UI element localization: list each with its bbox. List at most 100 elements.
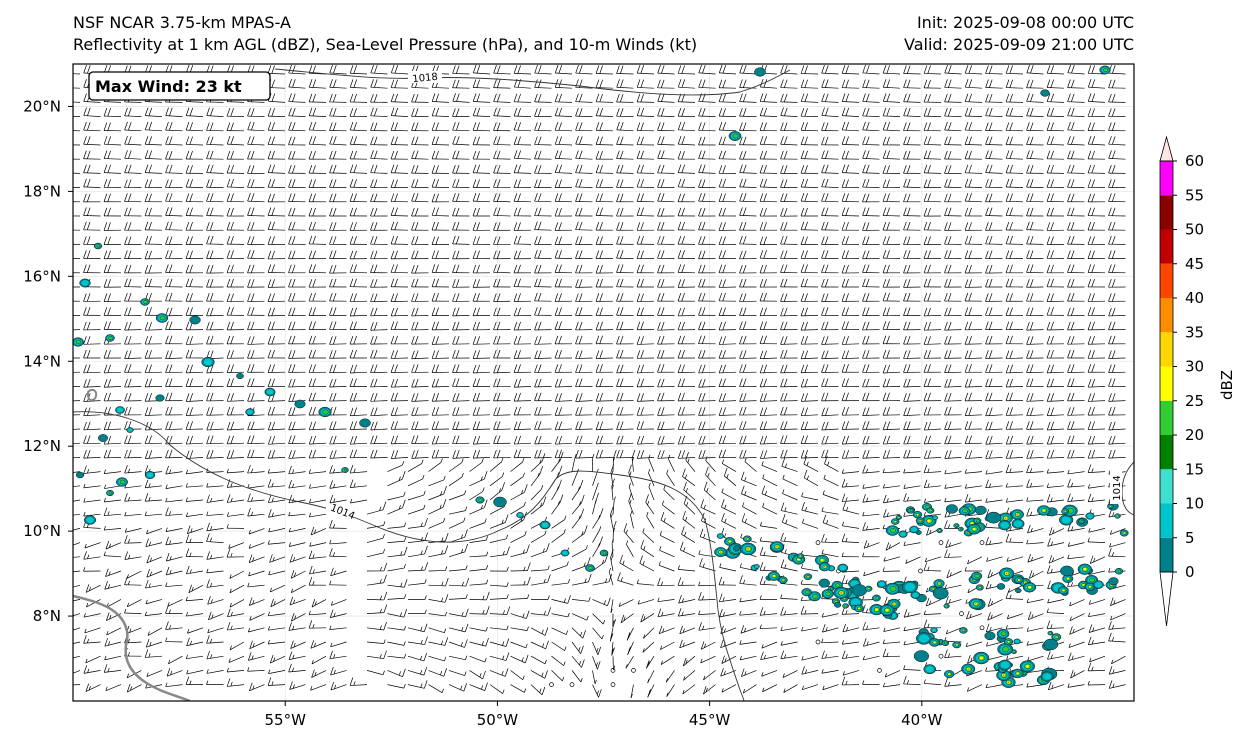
- wind-barb: [493, 222, 511, 231]
- wind-barb: [411, 421, 429, 431]
- wind-barb: [698, 150, 716, 160]
- wind-barb: [165, 278, 183, 288]
- wind-barb: [329, 435, 347, 445]
- wind-barb: [1046, 207, 1065, 217]
- wind-barb: [513, 264, 532, 274]
- wind-barb: [411, 122, 429, 132]
- echo-cell: [728, 131, 742, 141]
- wind-barb: [428, 485, 447, 501]
- wind-barb: [718, 321, 737, 331]
- wind-barb: [329, 264, 347, 274]
- wind-barb: [554, 64, 573, 75]
- wind-barb: [616, 236, 634, 245]
- wind-barb: [431, 336, 450, 345]
- wind-barb: [83, 293, 101, 302]
- wind-barb: [782, 489, 798, 501]
- wind-barb: [739, 192, 757, 203]
- wind-barb: [718, 107, 737, 117]
- wind-barb: [944, 79, 962, 89]
- wind-barb: [1067, 207, 1085, 217]
- wind-barb: [349, 164, 368, 174]
- wind-barb: [411, 222, 429, 231]
- wind-barb: [800, 335, 819, 345]
- wind-barb: [616, 79, 634, 89]
- echo-cell: [1022, 582, 1037, 593]
- wind-barb: [821, 307, 839, 316]
- wind-barb: [821, 164, 839, 174]
- wind-barb: [636, 207, 655, 217]
- wind-barb: [226, 321, 245, 331]
- wind-barb: [247, 321, 265, 331]
- max-wind-box: Max Wind: 23 kt: [88, 71, 271, 101]
- wind-barb: [370, 93, 388, 103]
- wind-barb: [1067, 449, 1085, 459]
- wind-barb: [739, 293, 757, 302]
- wind-barb: [1108, 150, 1126, 160]
- echo-cell: [1011, 518, 1025, 529]
- echo-cell: [742, 535, 752, 543]
- wind-barb: [1005, 79, 1024, 89]
- wind-barb: [800, 264, 819, 274]
- wind-barb: [718, 64, 737, 75]
- wind-barb: [267, 136, 286, 146]
- wind-barb: [390, 93, 409, 103]
- wind-barb: [452, 321, 470, 331]
- wind-barb: [636, 321, 655, 331]
- wind-barb: [862, 449, 880, 459]
- wind-barb: [677, 364, 696, 374]
- wind-barb: [800, 122, 819, 132]
- wind-barb: [144, 350, 163, 359]
- wind-barb: [350, 498, 368, 504]
- wind-barb: [124, 307, 142, 316]
- echo-cell: [876, 580, 887, 588]
- wind-barb: [185, 407, 204, 416]
- wind-barb: [698, 292, 716, 302]
- wind-barb: [985, 450, 1003, 459]
- wind-barb: [616, 193, 634, 203]
- wind-barb: [903, 236, 921, 246]
- wind-barb: [1046, 164, 1065, 174]
- wind-barb: [1108, 108, 1126, 117]
- wind-barb: [964, 484, 983, 489]
- wind-barb: [964, 450, 983, 459]
- wind-barb: [616, 307, 634, 316]
- wind-barb: [124, 207, 142, 217]
- wind-barb: [165, 392, 183, 402]
- wind-barb: [73, 386, 81, 387]
- wind-barb: [513, 235, 532, 245]
- echo-cell: [909, 525, 919, 534]
- wind-barb: [1067, 179, 1085, 188]
- wind-barb: [288, 435, 306, 444]
- wind-barb: [1005, 250, 1024, 259]
- wind-barb: [759, 178, 778, 188]
- wind-barb: [530, 485, 544, 501]
- wind-barb: [595, 179, 614, 188]
- colorbar-tick-label: 20: [1185, 426, 1204, 444]
- wind-barb: [411, 193, 429, 203]
- wind-barb: [472, 250, 491, 260]
- wind-barb: [431, 250, 450, 259]
- wind-barb: [903, 178, 921, 188]
- wind-barb: [144, 207, 163, 217]
- wind-barb: [206, 164, 224, 174]
- echo-cell: [933, 579, 945, 588]
- wind-barb: [185, 497, 204, 502]
- wind-barb: [1046, 236, 1065, 245]
- wind-barb: [985, 350, 1003, 359]
- wind-barb: [390, 350, 409, 359]
- wind-barb: [226, 250, 245, 259]
- wind-barb: [985, 179, 1003, 188]
- echo-cell: [973, 651, 990, 665]
- wind-barb: [698, 307, 716, 316]
- wind-barb: [448, 458, 464, 472]
- wind-barb: [103, 392, 122, 402]
- wind-barb: [657, 335, 675, 345]
- wind-barb: [882, 468, 901, 474]
- longitude-tick-label: 45°W: [689, 711, 731, 729]
- wind-barb: [1108, 307, 1126, 317]
- wind-barb: [903, 221, 921, 231]
- wind-barb: [390, 193, 409, 203]
- latitude-axis: 8°N10°N12°N14°N16°N18°N20°N: [23, 97, 73, 625]
- wind-barb: [267, 207, 286, 217]
- wind-barb: [985, 79, 1003, 89]
